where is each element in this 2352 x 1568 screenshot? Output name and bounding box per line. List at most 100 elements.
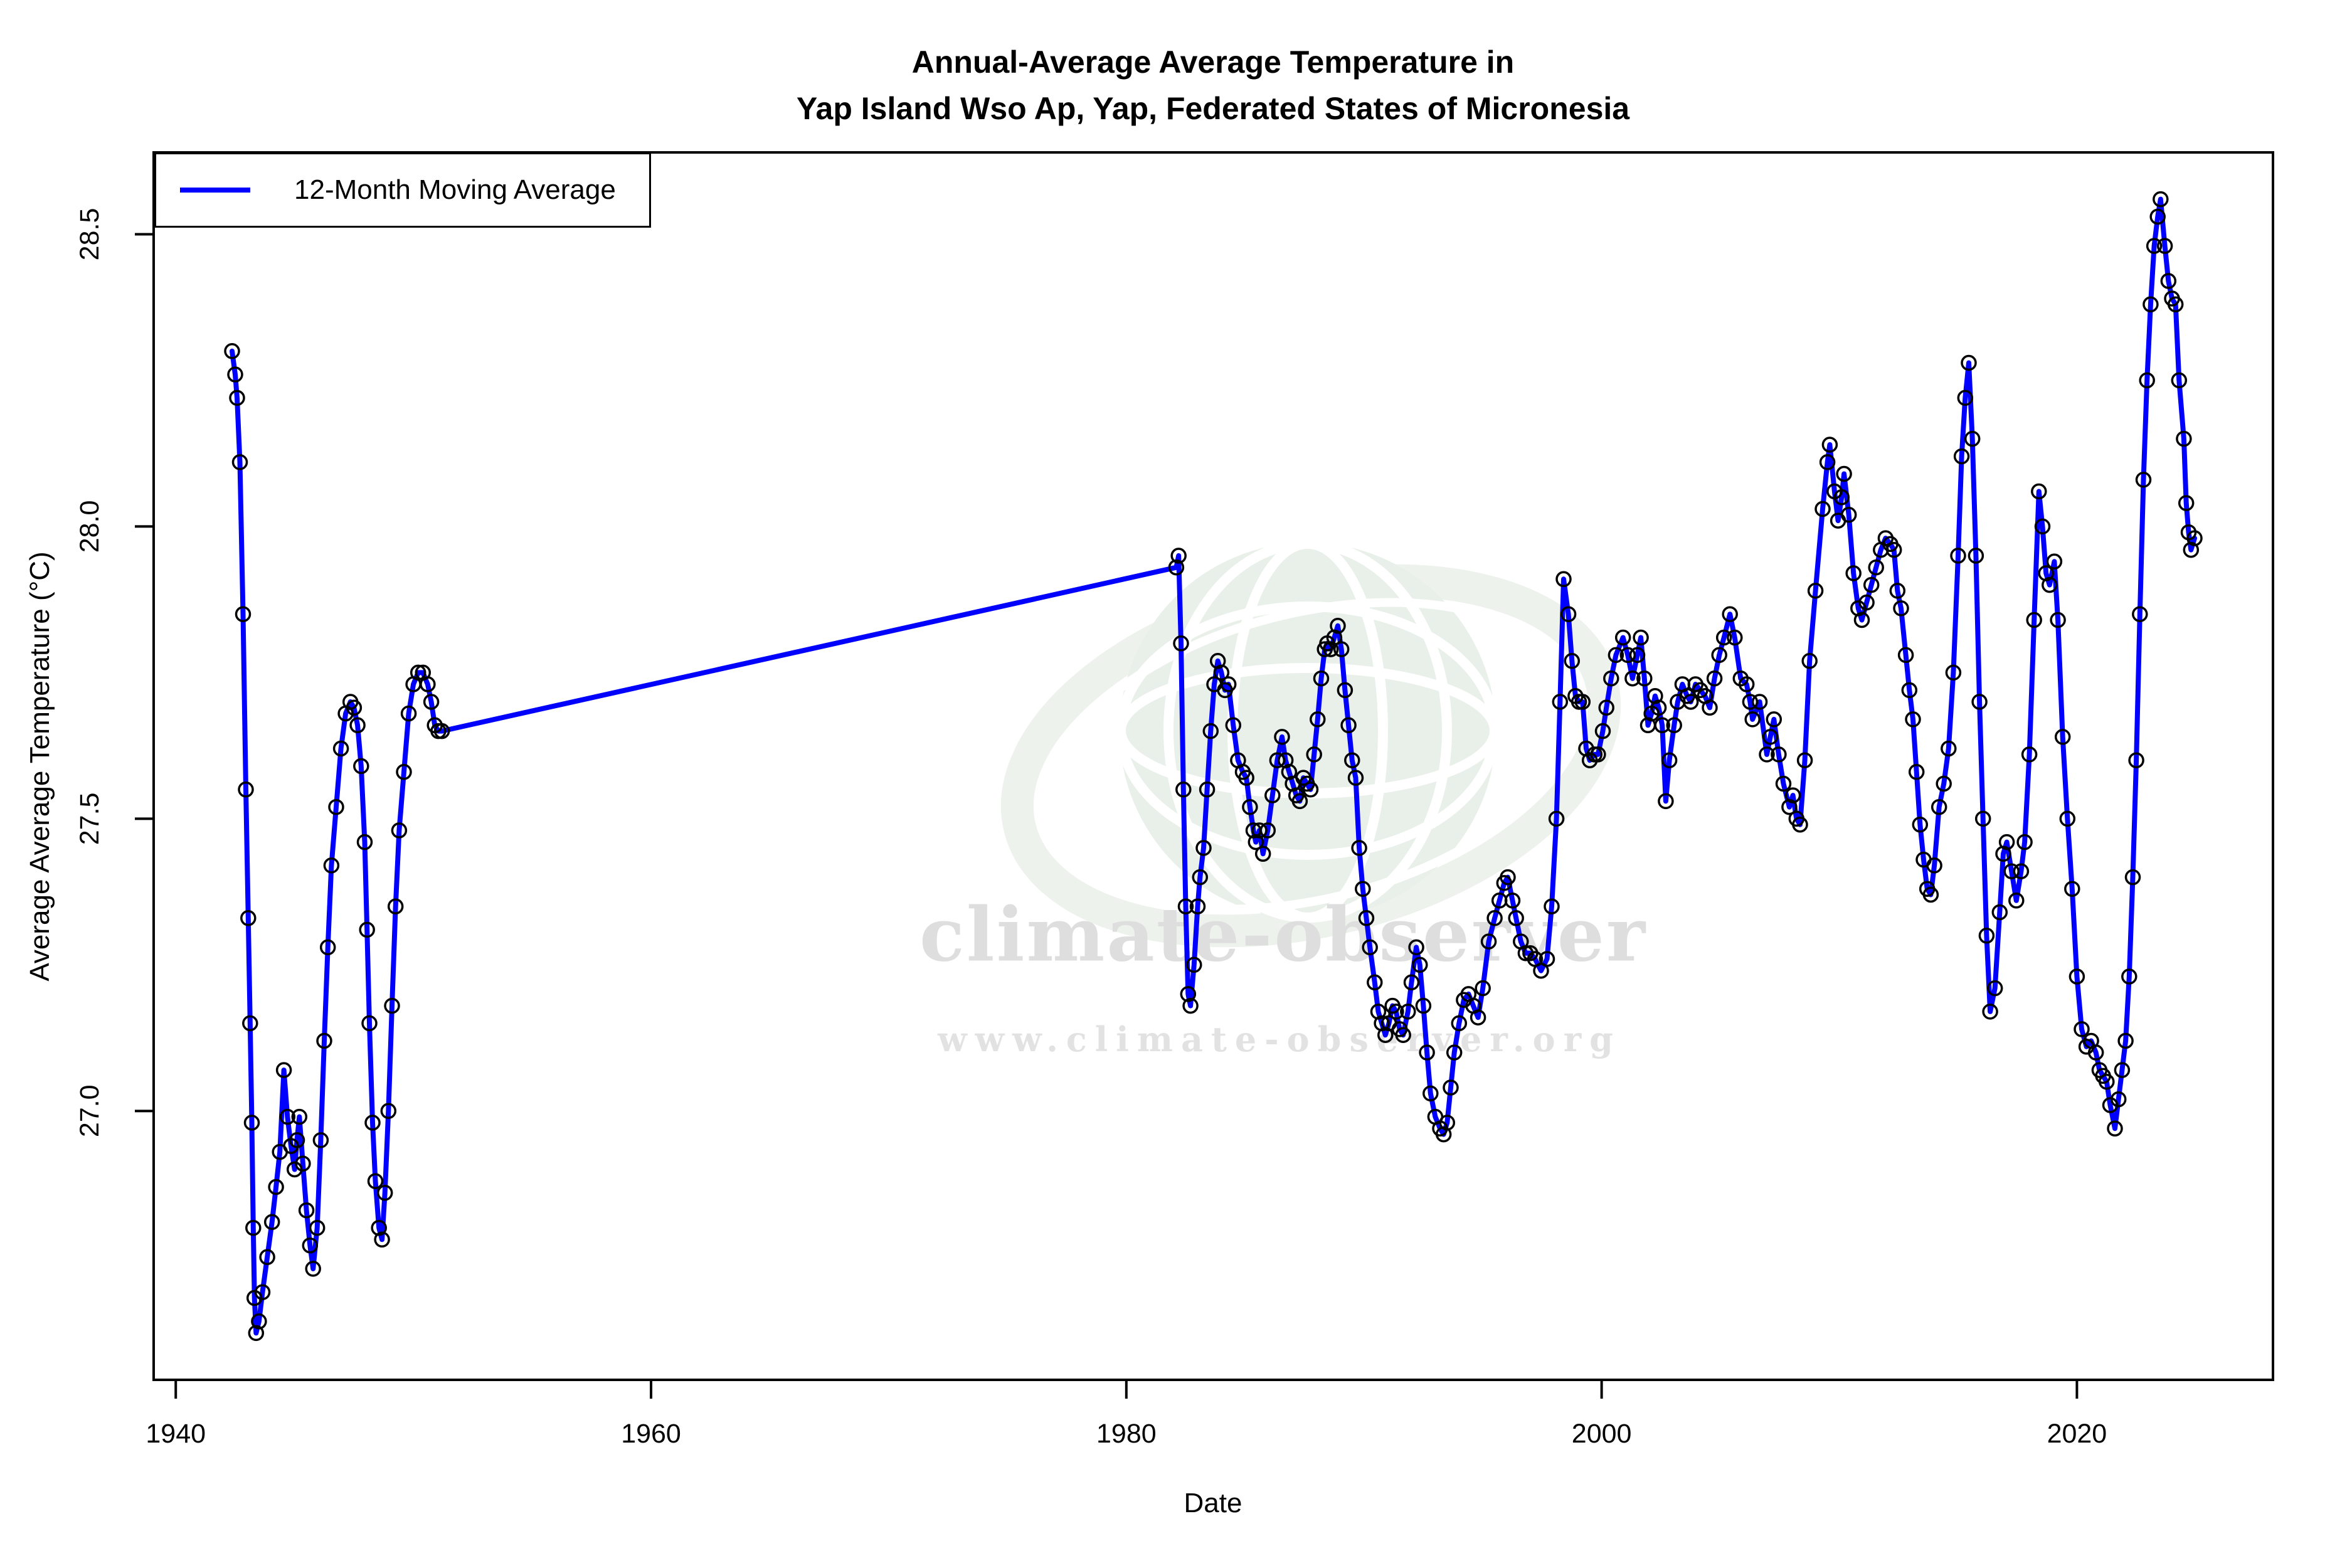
data-point-marker bbox=[1751, 694, 1768, 710]
data-point-marker bbox=[1845, 565, 1862, 581]
data-point-marker bbox=[1333, 641, 1350, 657]
data-point-marker bbox=[1840, 507, 1857, 523]
data-point-marker bbox=[2156, 238, 2173, 254]
data-point-marker bbox=[1264, 787, 1281, 803]
data-point-marker bbox=[1833, 489, 1850, 506]
data-point-marker bbox=[1629, 647, 1646, 664]
data-point-marker bbox=[2064, 881, 2080, 897]
data-point-marker bbox=[2013, 863, 2030, 879]
data-point-marker bbox=[2186, 530, 2203, 546]
data-point-marker bbox=[433, 723, 450, 739]
data-point-marker bbox=[1715, 629, 1732, 646]
data-point-marker bbox=[1552, 694, 1569, 710]
data-point-marker bbox=[238, 781, 254, 798]
data-point-marker bbox=[1238, 770, 1254, 786]
data-point-marker bbox=[1986, 980, 2003, 997]
data-point-marker bbox=[224, 343, 240, 359]
data-point-marker bbox=[1771, 746, 1787, 763]
data-point-marker bbox=[254, 1284, 271, 1300]
data-point-marker bbox=[2135, 472, 2152, 488]
data-point-marker bbox=[1796, 752, 1813, 768]
data-point-marker bbox=[1863, 576, 1880, 593]
data-point-marker bbox=[1330, 618, 1346, 634]
data-point-marker bbox=[1259, 822, 1276, 839]
data-point-marker bbox=[361, 1015, 378, 1032]
data-point-marker bbox=[1480, 933, 1497, 950]
data-point-marker bbox=[1624, 670, 1641, 687]
data-point-marker bbox=[1836, 465, 1852, 482]
data-point-marker bbox=[1991, 904, 2008, 921]
data-point-marker bbox=[298, 1202, 315, 1219]
y-tick-label: 27.0 bbox=[75, 1084, 105, 1137]
data-point-marker bbox=[2176, 430, 2192, 447]
data-point-marker bbox=[400, 705, 417, 722]
data-point-marker bbox=[1192, 869, 1209, 886]
data-point-marker bbox=[1486, 910, 1503, 926]
data-point-marker bbox=[259, 1249, 275, 1266]
data-point-marker bbox=[1560, 606, 1577, 622]
data-point-marker bbox=[1302, 781, 1319, 798]
data-point-marker bbox=[1964, 430, 1981, 447]
data-point-marker bbox=[1419, 1044, 1435, 1061]
data-point-marker bbox=[1242, 798, 1258, 815]
data-point-marker bbox=[1722, 606, 1738, 622]
data-point-marker bbox=[423, 694, 440, 710]
data-point-marker bbox=[364, 1115, 381, 1131]
data-point-marker bbox=[1961, 354, 1977, 371]
data-point-marker bbox=[1814, 501, 1831, 517]
data-point-marker bbox=[248, 1325, 265, 1342]
data-point-marker bbox=[1971, 694, 1988, 710]
data-point-marker bbox=[279, 1108, 296, 1125]
data-point-marker bbox=[1347, 770, 1364, 786]
data-point-marker bbox=[2160, 273, 2177, 289]
data-point-marker bbox=[1633, 629, 1649, 646]
data-point-marker bbox=[1926, 857, 1942, 874]
data-point-marker bbox=[2171, 372, 2188, 389]
data-point-marker bbox=[251, 1313, 267, 1330]
data-point-marker bbox=[1220, 676, 1237, 692]
data-point-marker bbox=[2087, 1044, 2104, 1061]
data-point-marker bbox=[2149, 208, 2166, 225]
data-point-marker bbox=[1661, 752, 1678, 768]
data-point-marker bbox=[2046, 553, 2063, 570]
data-point-marker bbox=[1367, 974, 1383, 991]
data-point-marker bbox=[1711, 647, 1727, 664]
data-point-marker bbox=[1548, 810, 1565, 827]
data-point-marker bbox=[229, 389, 245, 406]
data-point-marker bbox=[328, 798, 344, 815]
data-point-marker bbox=[1727, 629, 1743, 646]
data-point-marker bbox=[1742, 694, 1759, 710]
data-point-marker bbox=[1654, 717, 1670, 734]
data-point-marker bbox=[1978, 928, 1995, 944]
data-point-marker bbox=[1594, 723, 1611, 739]
data-point-marker bbox=[2117, 1032, 2134, 1049]
x-tick-label: 1980 bbox=[1096, 1419, 1157, 1449]
x-tick-label: 2020 bbox=[2047, 1419, 2107, 1449]
data-point-marker bbox=[1650, 699, 1667, 716]
data-point-marker bbox=[1344, 752, 1360, 768]
data-point-marker bbox=[2107, 1120, 2123, 1137]
data-point-marker bbox=[1225, 717, 1242, 734]
data-point-marker bbox=[1614, 629, 1631, 646]
data-point-marker bbox=[1574, 694, 1591, 710]
data-point-marker bbox=[374, 1231, 390, 1248]
data-point-marker bbox=[1801, 653, 1818, 669]
data-point-marker bbox=[1945, 664, 1962, 681]
data-point-marker bbox=[1893, 600, 1909, 617]
y-tick-label: 28.5 bbox=[75, 208, 105, 261]
data-point-marker bbox=[1912, 816, 1929, 833]
data-point-marker bbox=[2110, 1091, 2127, 1108]
data-point-marker bbox=[356, 834, 373, 850]
data-point-marker bbox=[359, 921, 375, 938]
data-point-marker bbox=[1982, 1004, 1998, 1020]
data-point-marker bbox=[1950, 548, 1966, 564]
chart-title-line1: Annual-Average Average Temperature in bbox=[911, 45, 1515, 80]
data-point-marker bbox=[1744, 711, 1761, 728]
data-point-marker bbox=[1889, 583, 1906, 599]
data-point-marker bbox=[1784, 787, 1801, 803]
data-point-marker bbox=[1901, 682, 1918, 699]
data-point-marker bbox=[353, 758, 369, 775]
data-point-marker bbox=[1340, 717, 1357, 734]
data-point-marker bbox=[312, 1132, 329, 1148]
y-axis-label: Average Average Temperature (°C) bbox=[24, 551, 55, 982]
